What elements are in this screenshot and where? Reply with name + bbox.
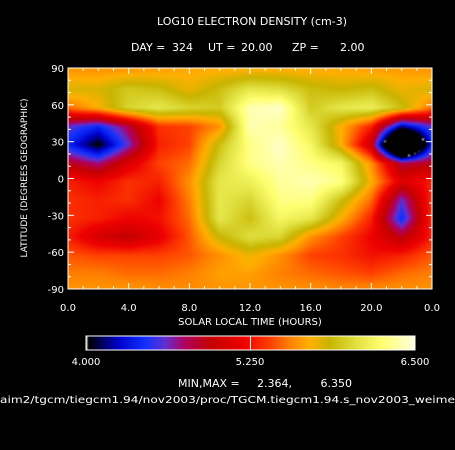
x-tick-label: 12.0 xyxy=(239,303,261,314)
x-tick-label: 8.0 xyxy=(181,303,197,314)
heatmap-image xyxy=(68,68,432,289)
y-tick-label: 0 xyxy=(58,175,64,186)
minmax-label: MIN,MAX = xyxy=(178,377,240,390)
colorbar: 4.000 5.250 6.500 xyxy=(72,335,430,368)
x-axis-label: SOLAR LOCAL TIME (HOURS) xyxy=(178,317,322,328)
x-tick-label: 0.0 xyxy=(424,303,440,314)
y-tick-label: 30 xyxy=(51,138,64,149)
chart-subtitle: DAY = 324 UT = 20.00 ZP = 2.00 xyxy=(131,41,365,54)
y-tick-label: -90 xyxy=(48,285,64,296)
source-path: aim2/tgcm/tiegcm1.94/nov2003/proc/TGCM.t… xyxy=(0,395,455,406)
y-tick-label: -30 xyxy=(48,211,64,222)
minmax-readout: MIN,MAX = 2.364, 6.350 xyxy=(178,377,352,390)
x-axis-ticks: 0.0 4.0 8.0 12.0 16.0 20.0 0.0 xyxy=(60,68,440,314)
y-tick-label: 90 xyxy=(51,64,64,75)
colorbar-max-label: 6.500 xyxy=(401,357,430,368)
x-tick-label: 16.0 xyxy=(300,303,322,314)
zp-value: 2.00 xyxy=(340,41,365,54)
ut-value: 20.00 xyxy=(241,41,273,54)
heatmap-plot xyxy=(67,67,433,290)
y-axis-ticks: 90 60 30 0 -30 -60 -90 xyxy=(48,64,432,296)
ut-label: UT = xyxy=(208,41,235,54)
min-value: 2.364, xyxy=(257,377,292,390)
y-tick-label: -60 xyxy=(48,248,64,259)
day-value: 324 xyxy=(172,41,193,54)
max-value: 6.350 xyxy=(321,377,353,390)
x-tick-label: 20.0 xyxy=(360,303,382,314)
colorbar-min-label: 4.000 xyxy=(72,357,101,368)
x-tick-label: 4.0 xyxy=(121,303,137,314)
zp-label: ZP = xyxy=(292,41,319,54)
x-tick-label: 0.0 xyxy=(60,303,76,314)
chart-title: LOG10 ELECTRON DENSITY (cm-3) xyxy=(157,15,347,28)
y-tick-label: 60 xyxy=(51,101,64,112)
colorbar-mid-label: 5.250 xyxy=(236,357,265,368)
y-axis-label: LATITUDE (DEGREES GEOGRAPHIC) xyxy=(20,98,30,257)
day-label: DAY = xyxy=(131,41,165,54)
